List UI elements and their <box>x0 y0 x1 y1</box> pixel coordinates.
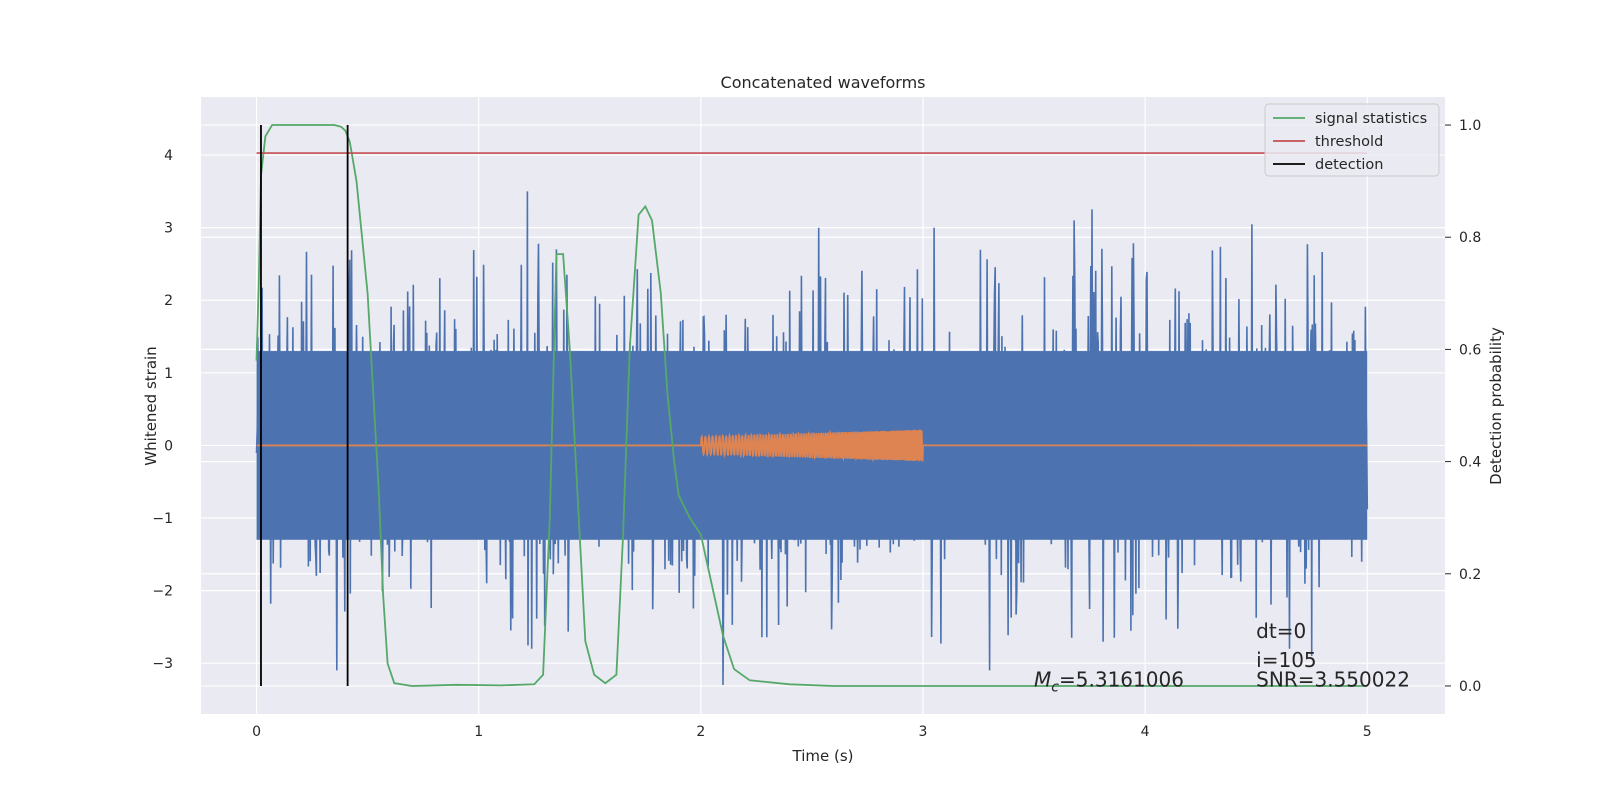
y2-tick-label: 0.0 <box>1459 679 1481 695</box>
y-tick-label: 0 <box>164 438 173 454</box>
x-tick-label: 5 <box>1363 724 1372 740</box>
legend: signal statistics threshold detection <box>1264 103 1440 177</box>
x-tick-label: 1 <box>474 724 483 740</box>
legend-label: threshold <box>1315 134 1383 150</box>
legend-label: detection <box>1315 157 1383 173</box>
signal-statistics-line <box>255 124 1368 687</box>
annotation-text: Mc=5.3161006 <box>1034 667 1184 695</box>
legend-label: signal statistics <box>1315 111 1427 127</box>
y-tick-label: 1 <box>164 366 173 382</box>
y2-axis-label: Detection probability <box>1487 327 1505 485</box>
y2-tick-label: 0.2 <box>1459 567 1481 583</box>
x-tick-label: 0 <box>252 724 261 740</box>
plot-area <box>255 124 1369 687</box>
y2-tick-label: 0.8 <box>1459 230 1481 246</box>
x-axis: 0 1 2 3 4 5 <box>252 724 1372 740</box>
y2-tick-label: 1.0 <box>1459 118 1481 134</box>
x-tick-label: 3 <box>919 724 928 740</box>
y-tick-label: −1 <box>152 511 173 527</box>
x-tick-label: 2 <box>696 724 705 740</box>
template-waveform-line <box>256 429 1368 463</box>
x-tick-label: 4 <box>1141 724 1150 740</box>
annotation-text: dt=0 <box>1256 619 1306 643</box>
annotation-text: SNR=3.550022 <box>1256 667 1410 691</box>
y-tick-label: 3 <box>164 221 173 237</box>
y2-tick-label: 0.6 <box>1459 342 1481 358</box>
y-tick-label: 2 <box>164 293 173 309</box>
legend-box <box>1264 103 1440 177</box>
y-tick-label: −2 <box>152 584 173 600</box>
y2-axis: 0.0 0.2 0.4 0.6 0.8 1.0 <box>1445 118 1481 695</box>
y-axis: −3 −2 −1 0 1 2 3 4 <box>152 148 173 672</box>
annotation-text: i=105 <box>1256 648 1317 672</box>
y-tick-label: −3 <box>152 656 173 672</box>
x-axis-label: Time (s) <box>792 747 854 765</box>
y2-tick-label: 0.4 <box>1459 455 1481 471</box>
y-tick-label: 4 <box>164 148 173 164</box>
y-axis-label: Whitened strain <box>142 346 160 465</box>
chart-title: Concatenated waveforms <box>721 73 926 92</box>
